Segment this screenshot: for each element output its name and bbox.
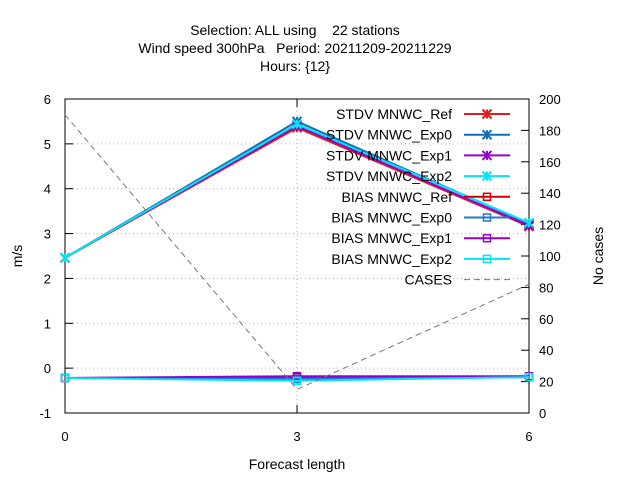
series-line	[64, 375, 529, 380]
legend-label: STDV MNWC_Exp2	[326, 168, 452, 184]
chart-title-line: Selection: ALL using 22 stations	[190, 22, 400, 38]
y2-tick-label: 40	[539, 343, 553, 358]
y-tick-label: 4	[44, 182, 51, 197]
legend-label: BIAS MNWC_Exp2	[331, 251, 452, 267]
legend-entry: CASES	[405, 272, 510, 288]
legend-label: STDV MNWC_Exp0	[326, 127, 452, 143]
series-1	[59, 116, 535, 264]
legend-entry: BIAS MNWC_Ref	[342, 189, 510, 205]
y2-tick-label: 80	[539, 280, 553, 295]
y2-tick-label: 100	[539, 249, 561, 264]
data-point	[292, 376, 302, 385]
y-tick-label: 3	[44, 227, 51, 242]
legend-label: BIAS MNWC_Ref	[342, 189, 453, 205]
y-tick-label: -1	[39, 406, 51, 421]
y2-tick-label: 20	[539, 375, 553, 390]
x-axis-label: Forecast length	[249, 456, 346, 472]
legend: STDV MNWC_Ref STDV MNWC_Exp0 STDV MNWC_Exp…	[326, 106, 510, 288]
y-tick-label: 1	[44, 316, 51, 331]
legend-entry: STDV MNWC_Ref	[336, 106, 510, 122]
chart-title: Selection: ALL using 22 stations Wind spe…	[138, 22, 451, 74]
y2-tick-label: 60	[539, 312, 553, 327]
y-axis-label: m/s	[9, 245, 25, 268]
legend-entry: STDV MNWC_Exp2	[326, 168, 510, 184]
x-axis-ticks: 0 3 6	[61, 99, 533, 444]
legend-marker	[482, 254, 492, 264]
y2-tick-label: 180	[539, 123, 561, 138]
legend-marker	[481, 108, 493, 120]
legend-marker	[481, 150, 493, 161]
legend-label: BIAS MNWC_Exp0	[331, 210, 452, 226]
data-point	[291, 118, 303, 130]
legend-entry: STDV MNWC_Exp0	[326, 127, 510, 143]
y2-tick-label: 120	[539, 218, 561, 233]
y-tick-label: 2	[44, 271, 51, 286]
y2-tick-label: 160	[539, 155, 561, 170]
legend-marker	[481, 129, 493, 140]
y2-tick-label: 0	[539, 406, 546, 421]
legend-marker	[482, 233, 492, 243]
legend-entry: BIAS MNWC_Exp0	[331, 210, 510, 226]
data-point	[59, 252, 71, 264]
y-axis-ticks: -1 0 1 2 3 4 5 6	[39, 92, 73, 421]
y2-tick-label: 140	[539, 186, 561, 201]
data-point	[524, 372, 534, 382]
legend-marker	[482, 192, 492, 202]
series-7	[60, 372, 534, 385]
legend-marker	[481, 170, 493, 182]
series-line	[64, 120, 530, 259]
series-lines	[59, 114, 535, 391]
legend-entry: BIAS MNWC_Exp1	[331, 230, 510, 246]
y2-tick-label: 200	[539, 92, 561, 107]
data-point	[60, 373, 70, 383]
legend-entry: STDV MNWC_Exp1	[326, 147, 510, 163]
y2-axis-label: No cases	[590, 227, 606, 285]
chart-title-line: Wind speed 300hPa Period: 20211209-20211…	[138, 40, 451, 56]
legend-label: STDV MNWC_Exp1	[326, 147, 452, 163]
legend-label: STDV MNWC_Ref	[336, 106, 452, 122]
y-tick-label: 0	[44, 361, 51, 376]
grid	[65, 99, 529, 413]
legend-marker	[482, 213, 492, 222]
x-tick-label: 0	[61, 429, 68, 444]
y-tick-label: 5	[44, 137, 51, 152]
series-line	[64, 376, 530, 382]
legend-label: CASES	[405, 272, 452, 288]
legend-label: BIAS MNWC_Exp1	[331, 230, 452, 246]
y2-axis-ticks: 0 20 40 60 80 100 120 140 160 180 200	[521, 92, 561, 421]
series-3	[59, 118, 535, 264]
chart-title-line: Hours: {12}	[260, 58, 330, 74]
legend-entry: BIAS MNWC_Exp2	[331, 251, 510, 267]
x-tick-label: 3	[293, 429, 300, 444]
y-tick-label: 6	[44, 92, 51, 107]
x-tick-label: 6	[525, 429, 532, 444]
data-point	[523, 217, 535, 229]
